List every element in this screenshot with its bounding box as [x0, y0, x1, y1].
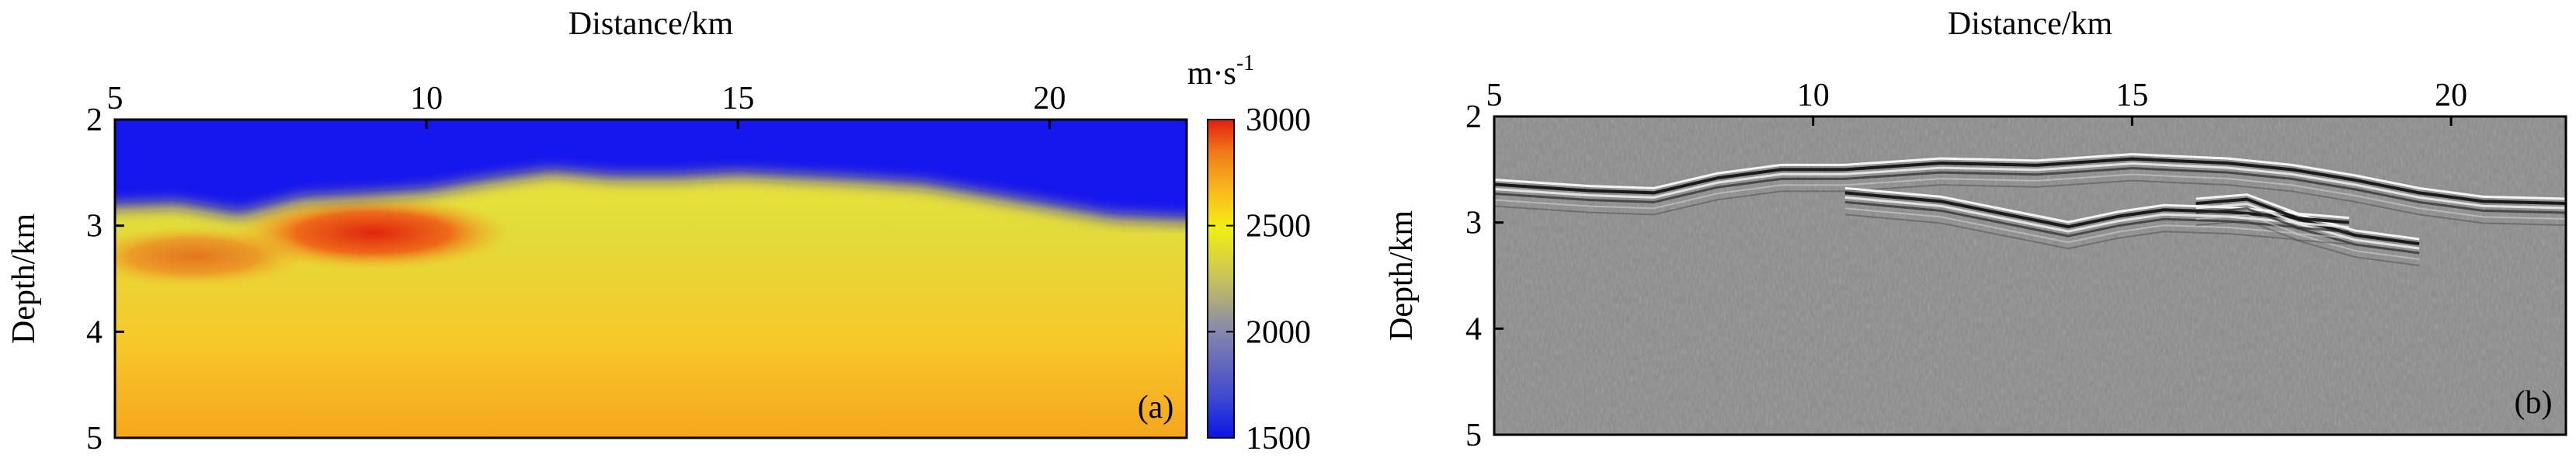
- x-tick-label: 20: [2435, 78, 2467, 113]
- x-tick-label: 10: [1797, 78, 1830, 113]
- reflector-seabed: [1494, 167, 2566, 214]
- colorbar-unit: m·s-1: [1187, 51, 1254, 92]
- x-ticks: 5 10 15 20: [107, 81, 1066, 129]
- colorbar-tick-label: 2000: [1246, 314, 1311, 350]
- x-ticks: 5 10 15 20: [1486, 78, 2467, 126]
- reflector-fault-block: [2195, 193, 2349, 220]
- y-tick-label: 3: [86, 209, 103, 245]
- reflector-fault-block: [2195, 220, 2349, 245]
- reflector-deep-reflector: [1844, 191, 2420, 245]
- plot-frame: [1493, 115, 2567, 436]
- reflector-fault-block: [2195, 203, 2349, 229]
- panel-label-b: (b): [2515, 385, 2553, 421]
- colorbar-tick-label: 3000: [1246, 102, 1311, 138]
- x-tick-label: 15: [721, 81, 754, 116]
- water-layer: [115, 120, 1187, 220]
- x-tick-label: 10: [410, 81, 443, 116]
- y-tick-label: 5: [1465, 418, 1482, 453]
- seismic-image: [1494, 116, 2566, 435]
- reflector-deep-reflector: [1844, 196, 2420, 250]
- x-axis-label: Distance/km: [1948, 6, 2113, 42]
- reflector-fault-block: [2195, 213, 2349, 239]
- reflector-deep-reflector: [1844, 207, 2420, 260]
- y-tick-label: 5: [86, 421, 103, 456]
- migration-image-panel: 5 10 15 20 2 3 4 5 Distance/km Depth/km (b): [1384, 6, 2567, 453]
- y-axis-label: Depth/km: [1384, 210, 1420, 341]
- colorbar-tick-label: 1500: [1246, 421, 1311, 456]
- panel-label-a: (a): [1138, 390, 1174, 425]
- y-tick-label: 2: [86, 102, 103, 138]
- y-tick-label: 2: [1465, 99, 1482, 135]
- x-axis-label: Distance/km: [568, 6, 734, 42]
- reflector-seabed: [1494, 179, 2566, 227]
- y-tick-label: 4: [1465, 311, 1482, 347]
- reflector-deep-reflector: [1844, 213, 2420, 266]
- x-tick-label: 20: [1033, 81, 1066, 116]
- x-tick-label: 5: [107, 81, 123, 116]
- colorbar-gradient: [1207, 119, 1235, 439]
- plot-frame: [113, 118, 1188, 439]
- y-tick-label: 4: [86, 314, 103, 350]
- reflector-seabed: [1494, 173, 2566, 220]
- reflectors: [1494, 153, 2566, 266]
- reflector-fault-block: [2195, 207, 2349, 234]
- colorbar-ticks: 3000 2500 2000 1500: [1208, 102, 1311, 456]
- colorbar: 3000 2500 2000 1500 m·s-1: [1187, 51, 1311, 456]
- y-tick-label: 3: [1465, 206, 1482, 241]
- reflector-seabed: [1494, 162, 2566, 210]
- reflector-seabed: [1494, 153, 2566, 200]
- x-tick-label: 15: [2115, 78, 2148, 113]
- reflector-seabed: [1494, 157, 2566, 206]
- y-ticks: 2 3 4 5: [86, 102, 124, 456]
- y-axis-label: Depth/km: [6, 213, 42, 344]
- y-ticks: 2 3 4 5: [1465, 99, 1504, 453]
- reflector-fault-block: [2195, 197, 2349, 224]
- colorbar-tick-label: 2500: [1246, 209, 1311, 245]
- velocity-field: [115, 120, 1187, 438]
- velocity-anomaly: [115, 225, 311, 287]
- x-tick-label: 5: [1486, 78, 1503, 113]
- velocity-model-panel: 5 10 15 20 2 3 4 5 Distance/km Depth/km (a) 30…: [6, 6, 1311, 456]
